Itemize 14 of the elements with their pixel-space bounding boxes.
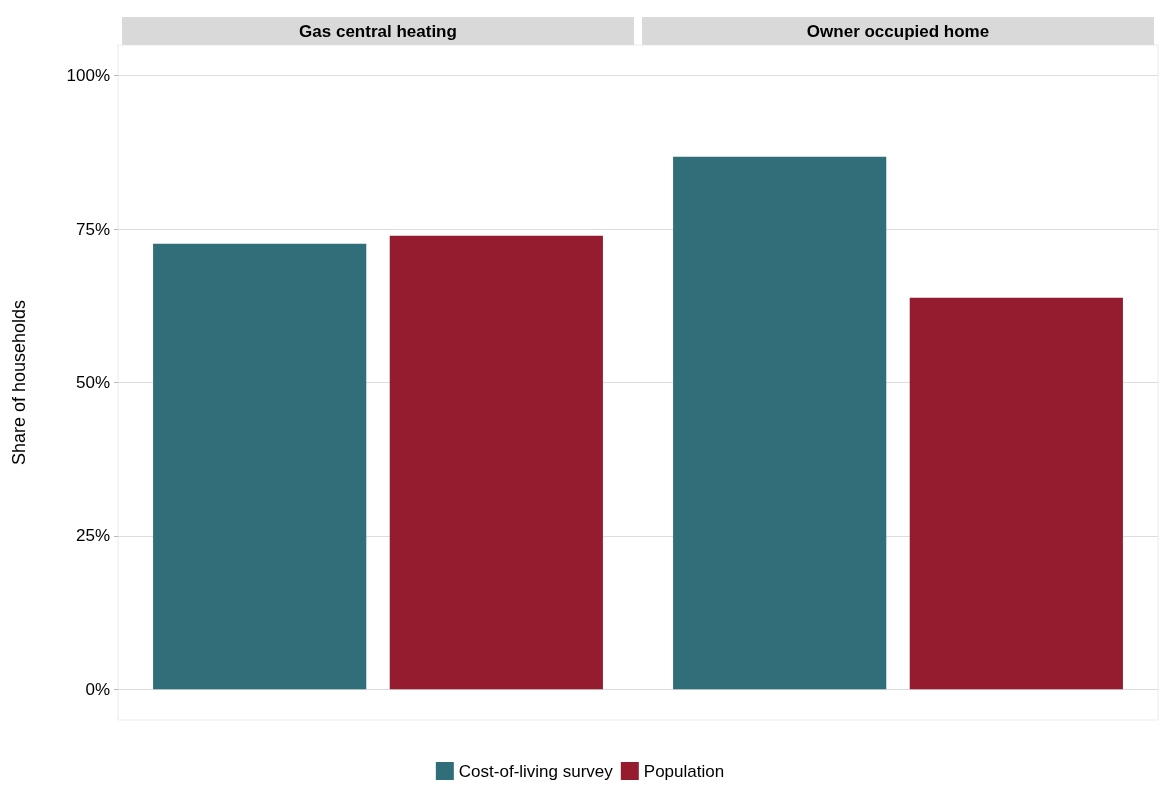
legend-label: Population	[643, 761, 725, 781]
bar	[909, 297, 1123, 690]
bar	[153, 243, 367, 690]
y-tick-label: 100%	[66, 66, 110, 86]
y-tick-label: 75%	[75, 219, 110, 239]
x-tick-label: Owner occupied home	[806, 21, 990, 41]
bar	[673, 156, 887, 690]
bar	[389, 235, 603, 690]
y-tick-label: 0%	[85, 679, 110, 699]
y-axis-title: Share of households	[9, 299, 29, 466]
y-tick-label: 50%	[75, 373, 110, 392]
legend-label: Cost-of-living survey	[458, 761, 614, 781]
x-tick-label: Gas central heating	[299, 21, 457, 41]
y-tick-label: 25%	[75, 526, 110, 546]
